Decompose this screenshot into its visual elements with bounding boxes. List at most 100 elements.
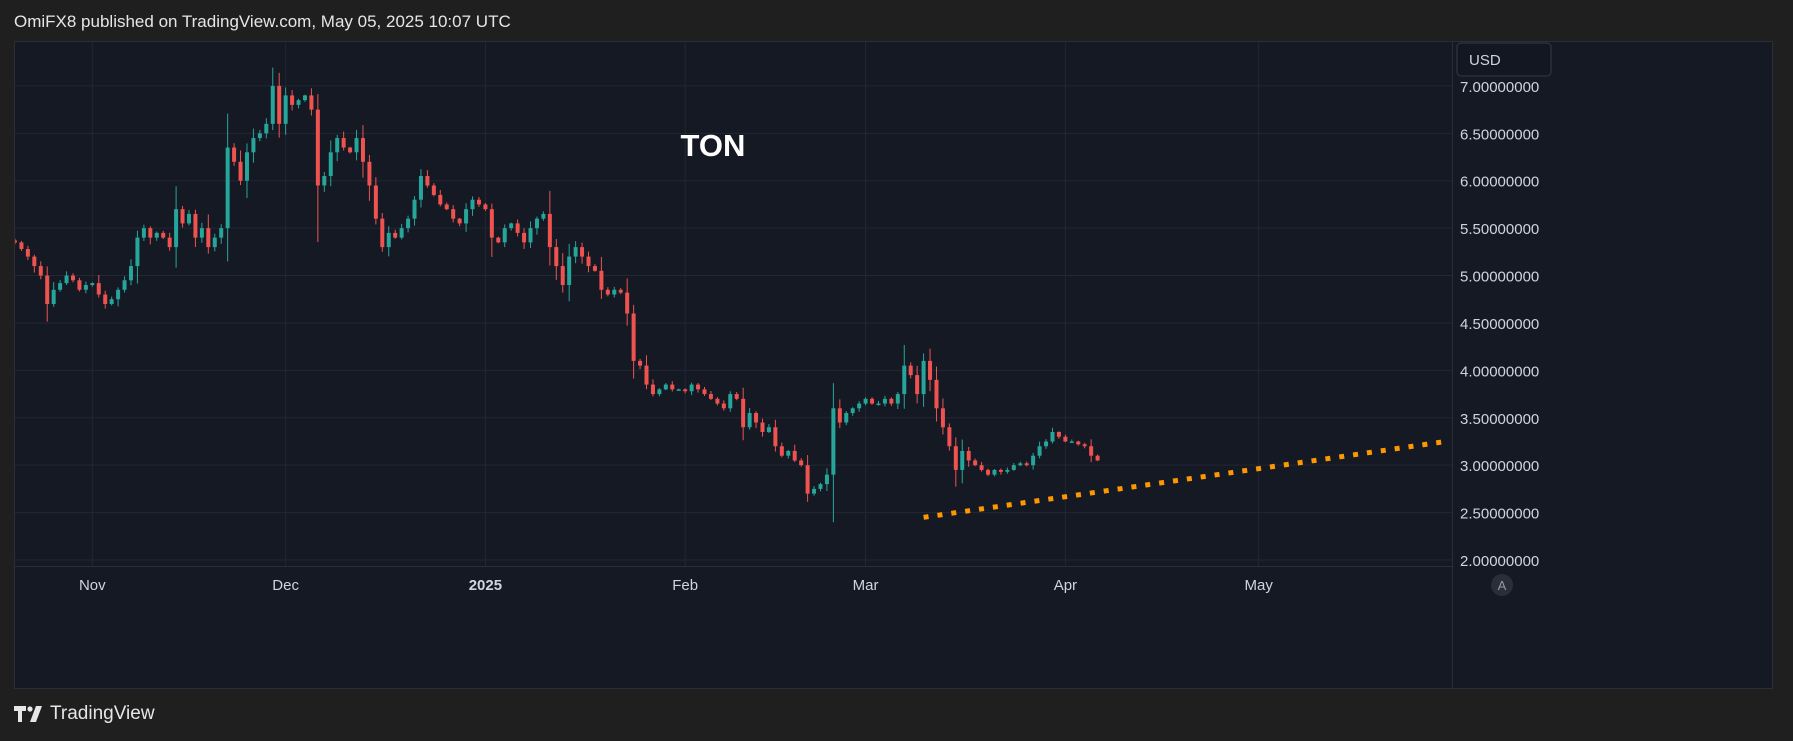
candle-body [1044, 441, 1049, 447]
candle-body [103, 294, 108, 304]
chart-panel[interactable]: TON 7.00000000 6.50000000 6.00000000 5.5000… [13, 41, 1773, 689]
time-tick-label: May [1245, 577, 1274, 594]
candle-body [277, 85, 282, 124]
candle-body [13, 240, 17, 243]
candle-body [444, 204, 449, 210]
candle-body [915, 375, 920, 395]
candle-body [70, 275, 75, 281]
time-tick-label: Feb [672, 577, 698, 594]
candle-body [464, 209, 469, 224]
candle-body [986, 469, 991, 475]
candle-body [560, 266, 565, 286]
candle-body [77, 280, 82, 290]
candle-body [1024, 463, 1029, 466]
candle-body [148, 228, 153, 238]
candle-body [199, 228, 204, 238]
candle-body [290, 95, 295, 105]
candle-body [1063, 436, 1068, 442]
candle-body [502, 228, 507, 243]
candle-body [741, 398, 746, 428]
candle-body [773, 427, 778, 447]
candle-body [257, 133, 262, 139]
candle-body [19, 242, 24, 250]
candle-body [979, 465, 984, 470]
candle-body [554, 247, 559, 267]
candle-body [393, 232, 398, 238]
candle-body [244, 152, 249, 181]
candle-body [515, 223, 520, 233]
candle-body [580, 247, 585, 257]
candle-body [154, 232, 159, 238]
candle-body [876, 403, 881, 406]
candle-body [476, 199, 481, 205]
auto-scale-button[interactable]: A [1491, 574, 1513, 596]
candle-body [58, 283, 63, 290]
candle-body [812, 488, 817, 494]
candle-body [225, 147, 230, 229]
candle-body [161, 232, 166, 238]
price-tick-label: 2.50000000 [1460, 506, 1539, 523]
chart-svg[interactable]: TON 7.00000000 6.50000000 6.00000000 5.5000… [13, 42, 1772, 688]
candle-body [702, 389, 707, 395]
candle-body [831, 408, 836, 475]
candle-body [406, 218, 411, 229]
price-tick-label: 6.00000000 [1460, 174, 1539, 191]
candle-body [618, 289, 623, 293]
candle-body [341, 138, 346, 148]
candle-body [496, 237, 501, 243]
currency-label: USD [1469, 52, 1501, 69]
candle-body [399, 228, 404, 238]
time-tick-label: 2025 [469, 577, 502, 594]
candle-body [206, 228, 211, 248]
candle-body [605, 289, 610, 295]
candle-body [335, 138, 340, 153]
candle-body [38, 266, 43, 276]
candle-body [953, 446, 958, 470]
candle-body [425, 176, 430, 186]
candle-body [902, 365, 907, 395]
price-tick-label: 5.50000000 [1460, 221, 1539, 238]
candle-body [734, 394, 739, 399]
candle-body [837, 408, 842, 423]
candle-body [212, 237, 217, 248]
time-tick-label: Dec [272, 577, 299, 594]
candle-body [302, 95, 307, 101]
support-trendline[interactable] [923, 439, 1446, 520]
price-tick-label: 6.50000000 [1460, 126, 1539, 143]
candle-body [696, 384, 701, 390]
candle-body [573, 247, 578, 257]
price-tick-label: 3.00000000 [1460, 458, 1539, 475]
candle-body [792, 450, 797, 461]
candle-body [715, 398, 720, 404]
price-tick-label: 4.50000000 [1460, 316, 1539, 333]
candle-body [109, 299, 114, 304]
candle-body [51, 289, 56, 304]
price-tick-label: 7.00000000 [1460, 79, 1539, 96]
candle-body [296, 100, 301, 105]
candle-body [522, 232, 527, 243]
candle-body [45, 275, 50, 304]
candle-body [1076, 441, 1081, 445]
candle-body [921, 360, 926, 395]
candle-body [870, 398, 875, 404]
time-tick-label: Nov [79, 577, 106, 594]
candle-body [489, 209, 494, 238]
candle-body [973, 460, 978, 466]
candle-body [509, 223, 514, 229]
auto-scale-label: A [1498, 578, 1507, 593]
candle-body [805, 465, 810, 494]
currency-button[interactable]: USD [1456, 42, 1552, 77]
candle-body [373, 185, 378, 219]
candle-body [25, 249, 30, 257]
candle-body [663, 384, 668, 390]
candle-body [431, 185, 436, 195]
candle-body [328, 152, 333, 176]
time-tick-label: Mar [853, 577, 879, 594]
candle-body [264, 123, 269, 134]
candle-body [122, 280, 127, 290]
price-tick-label: 5.00000000 [1460, 269, 1539, 286]
candle-body [947, 427, 952, 447]
candle-body [998, 469, 1003, 472]
candle-body [818, 484, 823, 489]
tradingview-logo-icon [14, 706, 42, 722]
